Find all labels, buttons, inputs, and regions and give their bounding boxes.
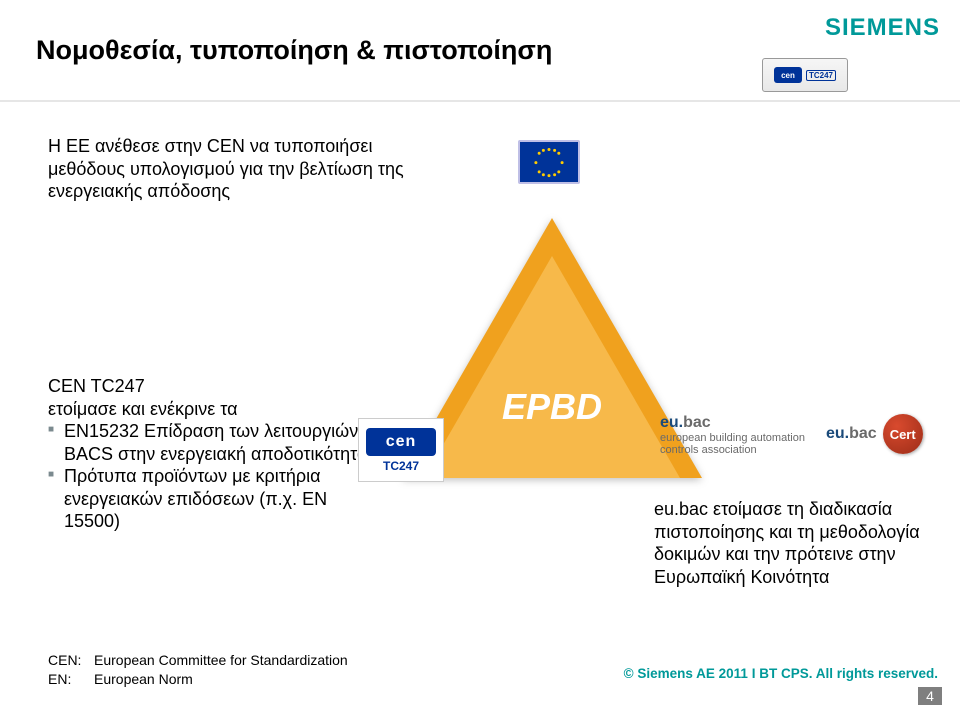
eubac-cert-bac: bac [849,425,877,442]
eubac-eu: eu. [660,414,683,431]
cen-tc-text: TC247 [383,459,419,473]
eubac-paragraph: eu.bac ετοίμασε τη διαδικασία πιστοποίησ… [654,498,944,588]
cen-logo: cen TC247 [358,418,444,482]
eubac-cert-logo: eu.bac Cert [826,414,946,454]
glossary-row-1: CEN: European Committee for Standardizat… [48,651,348,670]
slide: Νομοθεσία, τυποποίηση & πιστοποίηση SIEM… [0,0,960,717]
copyright: © Siemens AE 2011 I BT CPS. All rights r… [624,666,938,681]
epbd-triangle: EPBD [402,218,702,488]
eubac-text: eu.bac european building automation cont… [660,414,815,456]
header-separator [0,100,960,102]
cen-logo-text: cen [366,428,436,456]
cen-paragraph: CEN TC247 ετοίμασε και ενέκρινε τα EN152… [48,375,378,533]
cen-line1: CEN TC247 [48,375,378,398]
glossary-val-2: European Norm [94,670,193,689]
page-title: Νομοθεσία, τυποποίηση & πιστοποίηση [36,35,552,66]
page-number: 4 [918,687,942,705]
glossary: CEN: European Committee for Standardizat… [48,651,348,689]
glossary-key-2: EN: [48,670,94,689]
cen-bullet-2: Πρότυπα προϊόντων με κριτήρια ενεργειακώ… [48,465,378,533]
eubac-sub: european building automation controls as… [660,432,815,456]
cert-circle-icon: Cert [883,414,923,454]
glossary-row-2: EN: European Norm [48,670,348,689]
triangle-inner [424,256,680,478]
eubac-logo: eu.bac european building automation cont… [660,414,815,456]
glossary-val-1: European Committee for Standardization [94,651,348,670]
title-band: Νομοθεσία, τυποποίηση & πιστοποίηση [0,0,696,100]
tc-mini-label: TC247 [806,70,836,81]
intro-paragraph: Η ΕΕ ανέθεσε στην CEN να τυποποιήσει μεθ… [48,135,418,203]
cen-line2: ετοίμασε και ενέκρινε τα [48,398,378,421]
header-right: SIEMENS cen TC247 [696,0,960,100]
header-cert-badge: cen TC247 [762,58,848,92]
eubac-cert-eu: eu. [826,425,849,442]
glossary-key-1: CEN: [48,651,94,670]
cen-bullet-1: EN15232 Επίδραση των λειτουργιών BACS στ… [48,420,378,465]
eu-flag-icon [518,140,580,184]
epbd-label: EPBD [402,386,702,428]
siemens-logo: SIEMENS [825,14,940,42]
cen-mini-logo: cen [774,67,802,83]
eubac-bac: bac [683,414,711,431]
